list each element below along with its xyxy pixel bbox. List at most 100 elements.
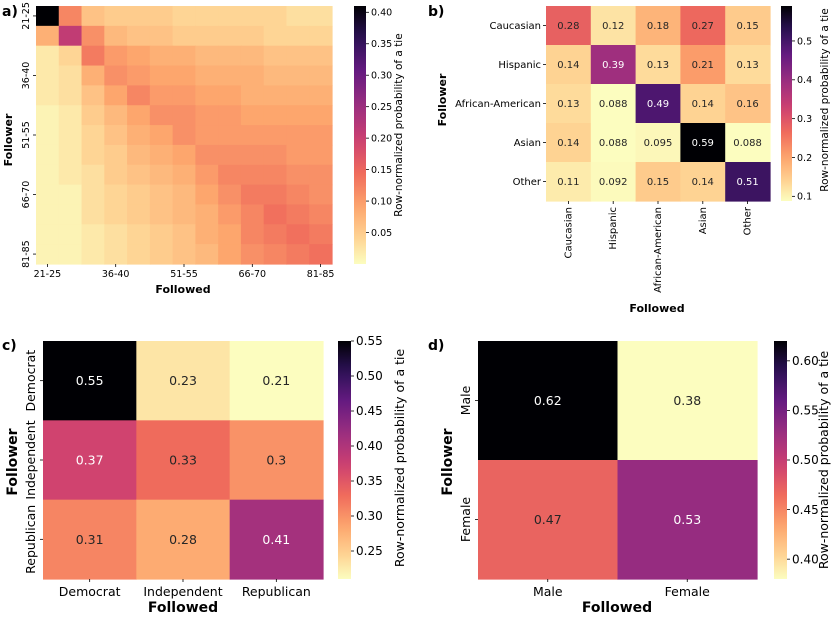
panel-d-colorbar-label: Row-normalized probability of a tie bbox=[816, 351, 831, 570]
heatmap-cell bbox=[104, 164, 128, 186]
heatmap-cell bbox=[58, 224, 83, 245]
heatmap-cell bbox=[58, 105, 83, 126]
cell-value-label: 0.16 bbox=[736, 99, 758, 110]
heatmap-cell bbox=[240, 244, 265, 265]
colorbar-tick-label: 0.15 bbox=[371, 165, 392, 176]
colorbar-tick-label: 0.1 bbox=[797, 192, 812, 203]
heatmap-cell bbox=[43, 341, 137, 421]
heatmap-cell bbox=[240, 6, 265, 27]
heatmap-cell bbox=[263, 105, 288, 126]
panel-c: c) 0.55 0.23 0.21 0.37 0.33 0.3 0.31 0.28 0.41 D… bbox=[2, 334, 407, 616]
heatmap-cell bbox=[195, 85, 219, 106]
colorbar-tick-label: 0.40 bbox=[792, 552, 819, 566]
heatmap-cell bbox=[680, 6, 726, 46]
heatmap-cell bbox=[286, 144, 310, 166]
cell-value-label: 0.13 bbox=[647, 60, 669, 71]
heatmap-cell bbox=[127, 144, 151, 166]
colorbar-tick-label: 0.45 bbox=[792, 503, 819, 517]
heatmap-cell bbox=[127, 105, 151, 126]
heatmap-cell bbox=[127, 25, 151, 47]
y-tick-label: 51-55 bbox=[21, 121, 32, 149]
cell-value-label: 0.31 bbox=[76, 532, 104, 547]
panel-b-label: b) bbox=[428, 4, 444, 20]
heatmap-cell bbox=[240, 125, 265, 146]
heatmap-cell bbox=[195, 204, 219, 225]
heatmap-cell bbox=[286, 125, 310, 146]
heatmap-cell bbox=[149, 224, 174, 245]
panel-b-x-ticks: Caucasian Hispanic African-American Asian Ot… bbox=[563, 201, 754, 293]
cell-value-label: 0.12 bbox=[602, 21, 624, 32]
heatmap-cell bbox=[104, 204, 128, 225]
heatmap-cell bbox=[172, 224, 196, 245]
heatmap-cell bbox=[286, 105, 310, 126]
y-tick-label: Republican bbox=[23, 505, 38, 574]
x-tick-label: Caucasian bbox=[563, 207, 574, 259]
heatmap-cell bbox=[546, 123, 592, 163]
heatmap-cell bbox=[286, 204, 310, 225]
heatmap-cell bbox=[229, 499, 324, 580]
heatmap-cell bbox=[172, 6, 196, 27]
cell-value-label: 0.088 bbox=[599, 138, 628, 149]
heatmap-cell bbox=[635, 162, 681, 202]
panel-c-y-ticks: Democrat Independent Republican bbox=[23, 350, 43, 574]
heatmap-cell bbox=[172, 65, 196, 86]
heatmap-cell bbox=[149, 65, 174, 86]
heatmap-cell bbox=[127, 204, 151, 225]
panel-c-colorbar: 0.25 0.30 0.35 0.40 0.45 0.50 0.55 bbox=[338, 334, 383, 579]
heatmap-cell bbox=[195, 6, 219, 27]
colorbar-tick-label: 0.40 bbox=[356, 439, 383, 453]
heatmap-cell bbox=[309, 224, 333, 245]
heatmap-cell bbox=[240, 25, 265, 47]
heatmap-cell bbox=[309, 6, 333, 27]
x-tick-label: African-American bbox=[653, 207, 664, 293]
heatmap-cell bbox=[590, 45, 637, 85]
heatmap-cell bbox=[590, 84, 637, 124]
y-tick-label: Democrat bbox=[23, 350, 38, 412]
heatmap-cell bbox=[240, 144, 265, 166]
heatmap-cell bbox=[36, 45, 60, 67]
cell-value-label: 0.15 bbox=[647, 177, 669, 188]
heatmap-cell bbox=[195, 65, 219, 86]
heatmap-cell bbox=[127, 85, 151, 106]
heatmap-cell bbox=[590, 6, 637, 46]
heatmap-cell bbox=[127, 184, 151, 206]
heatmap-cell bbox=[127, 244, 151, 265]
cell-value-label: 0.11 bbox=[557, 177, 579, 188]
panel-b: b) 0.28 0.12 0.18 0.27 0.150.14 0.39 0.13 0.21 0… bbox=[428, 4, 831, 315]
heatmap-cell bbox=[149, 6, 174, 27]
heatmap-cell bbox=[43, 499, 137, 580]
heatmap-cell bbox=[58, 6, 83, 27]
y-tick-label: African-American bbox=[455, 99, 541, 110]
colorbar-tick-label: 0.50 bbox=[792, 453, 819, 467]
heatmap-cell bbox=[36, 164, 60, 186]
panel-a-colorbar-label: Row-normalized probability of a tie bbox=[393, 33, 405, 216]
panel-b-x-axis-label: Followed bbox=[629, 302, 684, 315]
colorbar-tick-label: 0.40 bbox=[371, 8, 392, 19]
colorbar-tick-label: 0.60 bbox=[792, 354, 819, 368]
heatmap-cell bbox=[81, 144, 105, 166]
heatmap-cell bbox=[617, 460, 758, 580]
heatmap-cell bbox=[263, 204, 288, 225]
heatmap-cell bbox=[36, 85, 60, 106]
heatmap-cell bbox=[58, 25, 83, 47]
heatmap-cell bbox=[172, 45, 196, 67]
heatmap-cell bbox=[286, 164, 310, 186]
cell-value-label: 0.21 bbox=[692, 60, 714, 71]
heatmap-cell bbox=[36, 65, 60, 86]
y-tick-label: 36-40 bbox=[21, 62, 32, 90]
heatmap-cell bbox=[309, 45, 333, 67]
cell-value-label: 0.38 bbox=[673, 393, 701, 408]
y-tick-label: Male bbox=[458, 385, 473, 415]
panel-b-y-ticks: Caucasian Hispanic African-American Asian Ot… bbox=[455, 21, 546, 188]
heatmap-cell bbox=[149, 244, 174, 265]
heatmap-cell bbox=[58, 164, 83, 186]
heatmap-cell bbox=[218, 85, 242, 106]
heatmap-cell bbox=[309, 144, 333, 166]
cell-value-label: 0.39 bbox=[602, 60, 624, 71]
panel-c-x-ticks: Democrat Independent Republican bbox=[59, 579, 311, 599]
heatmap-cell bbox=[218, 184, 242, 206]
heatmap-cell bbox=[172, 85, 196, 106]
heatmap-cell bbox=[240, 105, 265, 126]
y-tick-label: 66-70 bbox=[21, 181, 32, 209]
heatmap-cell bbox=[263, 224, 288, 245]
